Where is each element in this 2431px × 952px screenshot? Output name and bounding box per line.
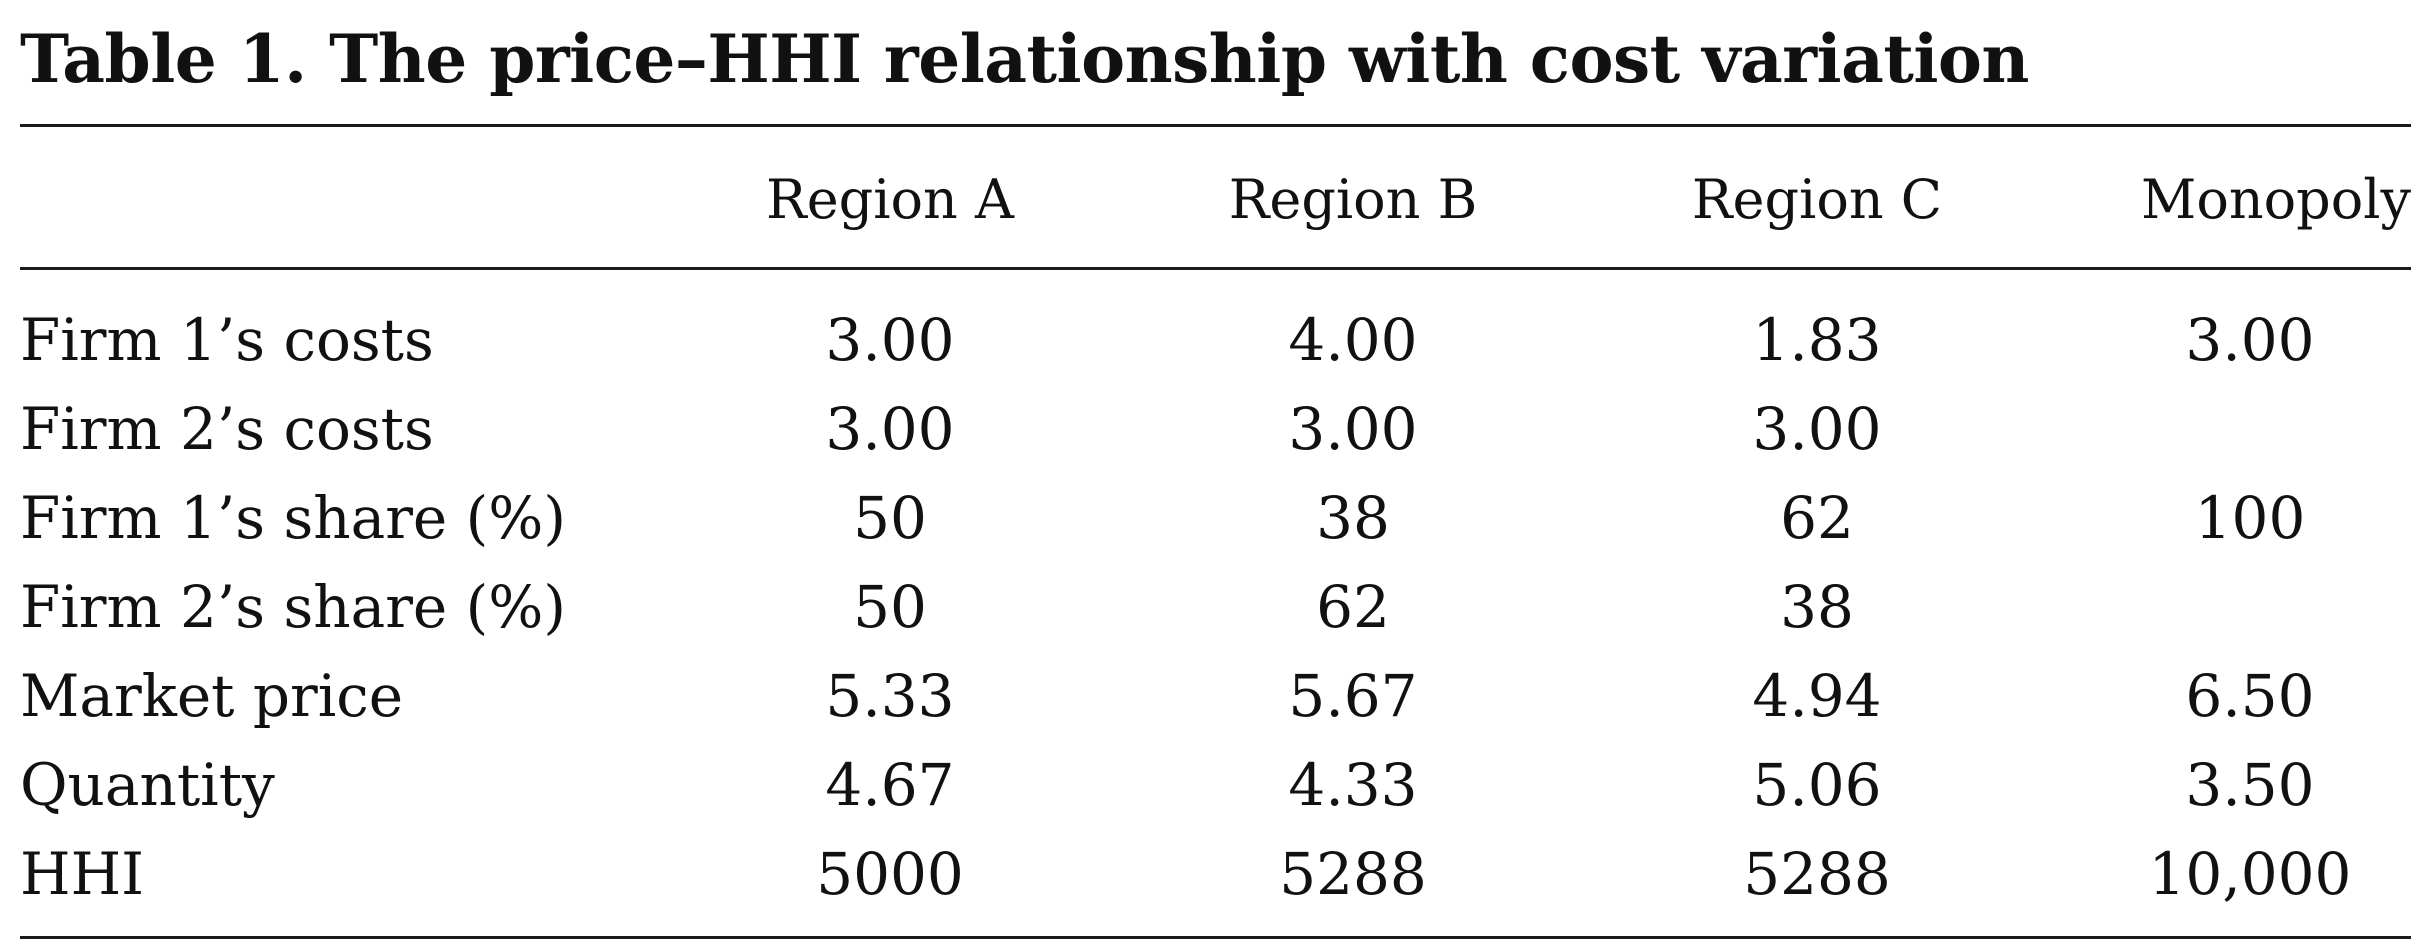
table-row: HHI 5000 5288 5288 10,000 xyxy=(20,830,2411,919)
cell-monopoly: 100 xyxy=(2194,484,2306,552)
table-body: Firm 1’s costs 3.00 4.00 1.83 3.00 Firm … xyxy=(20,296,2411,919)
cell-region-b: 3.00 xyxy=(1288,395,1418,463)
cell-region-a: 3.00 xyxy=(825,306,955,374)
row-label: Quantity xyxy=(20,751,275,819)
column-header-monopoly: Monopoly xyxy=(2141,168,2411,231)
cell-region-a: 50 xyxy=(853,573,927,641)
row-label: Firm 2’s share (%) xyxy=(20,573,567,641)
cell-region-a: 3.00 xyxy=(825,395,955,463)
cell-region-b: 5.67 xyxy=(1288,662,1418,730)
table-row: Market price 5.33 5.67 4.94 6.50 xyxy=(20,652,2411,741)
header-rule xyxy=(20,267,2411,270)
top-rule xyxy=(20,124,2411,127)
cell-region-b: 5288 xyxy=(1279,840,1427,908)
cell-region-c: 38 xyxy=(1780,573,1854,641)
cell-monopoly: 3.50 xyxy=(2185,751,2315,819)
row-label: Firm 1’s share (%) xyxy=(20,484,567,552)
column-header-region-a: Region A xyxy=(766,168,1014,231)
cell-monopoly: 10,000 xyxy=(2148,840,2352,908)
cell-region-b: 4.33 xyxy=(1288,751,1418,819)
row-label: Market price xyxy=(20,662,404,730)
column-header-region-b: Region B xyxy=(1228,168,1478,231)
table-row: Firm 1’s costs 3.00 4.00 1.83 3.00 xyxy=(20,296,2411,385)
table-row: Firm 2’s costs 3.00 3.00 3.00 xyxy=(20,385,2411,474)
cell-region-b: 62 xyxy=(1316,573,1390,641)
cell-region-a: 5.33 xyxy=(825,662,955,730)
cell-region-c: 5.06 xyxy=(1752,751,1882,819)
cell-region-a: 50 xyxy=(853,484,927,552)
table-title: Table 1. The price–HHI relationship with… xyxy=(20,20,2029,98)
cell-region-b: 4.00 xyxy=(1288,306,1418,374)
table-row: Quantity 4.67 4.33 5.06 3.50 xyxy=(20,741,2411,830)
cell-monopoly: 3.00 xyxy=(2185,306,2315,374)
row-label: Firm 1’s costs xyxy=(20,306,434,374)
cell-region-b: 38 xyxy=(1316,484,1390,552)
row-label: HHI xyxy=(20,840,145,908)
cell-region-a: 5000 xyxy=(816,840,964,908)
cell-region-c: 62 xyxy=(1780,484,1854,552)
cell-region-c: 5288 xyxy=(1743,840,1891,908)
bottom-rule xyxy=(20,936,2411,939)
table-header: Region A Region B Region C Monopoly xyxy=(20,160,2411,240)
cell-region-c: 4.94 xyxy=(1752,662,1882,730)
table-row: Firm 1’s share (%) 50 38 62 100 xyxy=(20,474,2411,563)
cell-region-c: 3.00 xyxy=(1752,395,1882,463)
row-label: Firm 2’s costs xyxy=(20,395,434,463)
cell-monopoly: 6.50 xyxy=(2185,662,2315,730)
table-row: Firm 2’s share (%) 50 62 38 xyxy=(20,563,2411,652)
cell-region-c: 1.83 xyxy=(1752,306,1882,374)
column-header-region-c: Region C xyxy=(1691,168,1943,231)
cell-region-a: 4.67 xyxy=(825,751,955,819)
